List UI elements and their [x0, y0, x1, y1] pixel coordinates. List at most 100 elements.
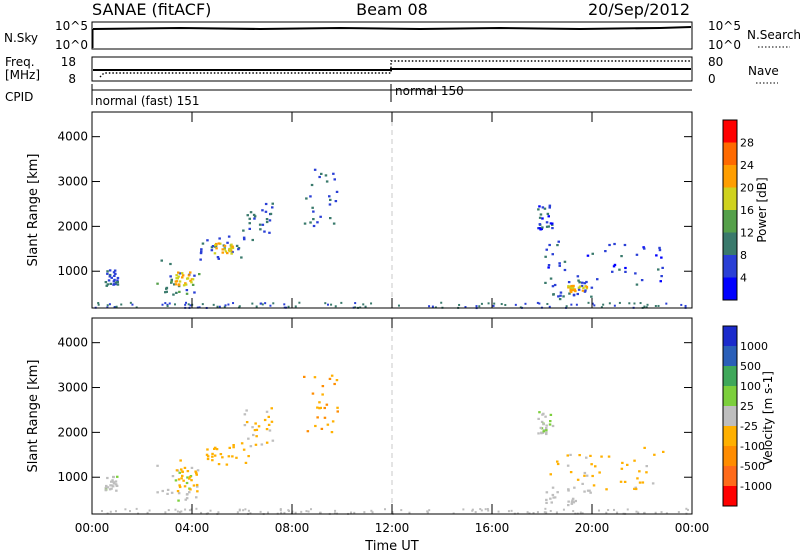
echo-cell	[550, 501, 553, 504]
scatter-cell	[294, 511, 297, 514]
echo-cell	[611, 270, 614, 273]
velocity-y-ticks: 1000 2000 3000 4000	[57, 336, 692, 484]
noise-panel-frame	[91, 21, 693, 50]
echo-cell	[638, 481, 642, 484]
echo-cell	[658, 249, 662, 252]
colorbar-tick-label: 20	[740, 182, 754, 195]
echo-cell	[229, 247, 233, 250]
echo-cell	[585, 285, 589, 288]
echo-cell	[231, 246, 235, 250]
echo-cell	[329, 198, 332, 201]
scatter-cell	[174, 508, 177, 511]
colorbar-tick-label: 25	[740, 400, 754, 413]
echo-cell	[557, 295, 560, 298]
scatter-cell	[354, 302, 357, 305]
echo-cell	[634, 486, 637, 489]
echo-cell	[643, 446, 646, 449]
echo-cell	[176, 490, 180, 493]
echo-cell	[549, 420, 552, 423]
echo-cell	[607, 455, 611, 458]
echo-cell	[107, 279, 111, 282]
echo-cell	[569, 288, 573, 291]
echo-cell	[108, 488, 112, 491]
echo-cell	[188, 476, 192, 479]
echo-cell	[253, 215, 257, 218]
scatter-cell	[161, 303, 164, 306]
echo-cell	[161, 489, 164, 493]
echo-cell	[214, 244, 217, 247]
scatter-cell	[236, 511, 239, 514]
echo-cell	[585, 287, 589, 290]
colorbar-segment	[723, 446, 737, 466]
echo-cell	[194, 470, 197, 473]
echo-cell	[563, 268, 567, 272]
echo-cell	[201, 242, 205, 245]
echo-cell	[570, 284, 573, 288]
echo-cell	[228, 250, 232, 253]
echo-cell	[551, 285, 555, 288]
echo-cell	[268, 219, 272, 222]
scatter-cell	[497, 510, 500, 513]
scatter-cell	[600, 306, 603, 309]
echo-cell	[261, 209, 264, 212]
echo-cell	[567, 488, 570, 491]
echo-cell	[316, 406, 319, 409]
echo-cell	[332, 172, 335, 175]
echo-cell	[640, 279, 644, 282]
echo-cell	[578, 454, 581, 457]
echo-cell	[192, 484, 196, 487]
echo-cell	[184, 282, 187, 285]
echo-cell	[185, 481, 189, 485]
echo-cell	[195, 496, 198, 499]
echo-cell	[169, 262, 172, 266]
echo-cell	[112, 283, 115, 286]
echo-cell	[265, 220, 269, 224]
echo-cell	[177, 492, 181, 495]
colorbar-tick-label: -100	[740, 440, 765, 453]
scatter-cell	[106, 306, 109, 309]
scatter-cell	[129, 301, 132, 304]
echo-cell	[206, 455, 210, 458]
scatter-cell	[164, 511, 167, 514]
echo-cell	[547, 215, 550, 218]
echo-cell	[237, 248, 240, 251]
echo-cell	[255, 428, 259, 431]
echo-cell	[556, 462, 560, 466]
echo-cell	[271, 439, 275, 442]
scatter-cell	[426, 511, 429, 514]
scatter-cell	[176, 510, 179, 513]
echo-cell	[253, 217, 256, 220]
x-tick-label: 20:00	[575, 521, 610, 535]
echo-cell	[105, 284, 108, 287]
echo-cell	[556, 491, 559, 494]
scatter-cell	[173, 303, 176, 306]
cpid-panel: CPID normal (fast) 151 normal 150	[5, 84, 692, 108]
echo-cell	[545, 248, 548, 251]
scatter-cell	[354, 306, 357, 309]
echo-cell	[605, 488, 608, 491]
scatter-cell	[487, 302, 490, 305]
echo-cell	[156, 491, 159, 494]
echo-cell	[545, 221, 549, 224]
echo-cell	[215, 247, 218, 250]
echo-cell	[248, 217, 251, 220]
echo-cell	[548, 243, 551, 247]
echo-cell	[264, 202, 268, 206]
nave-trace	[99, 60, 691, 78]
echo-cell	[583, 282, 587, 285]
echo-cell	[213, 447, 216, 450]
echo-cell	[309, 221, 312, 224]
freq-panel-frame	[91, 56, 693, 82]
echo-cell	[633, 459, 636, 462]
freq-label: Freq.	[5, 55, 35, 69]
scatter-cell	[168, 302, 171, 305]
scatter-cell	[474, 511, 477, 514]
echo-cell	[329, 217, 332, 220]
echo-cell	[581, 482, 584, 485]
scatter-cell	[626, 508, 629, 511]
nave-tick-low: 0	[708, 72, 716, 86]
echo-cell	[543, 207, 547, 210]
scatter-cell	[251, 302, 254, 305]
scatter-cell	[371, 511, 374, 514]
scatter-cell	[305, 510, 308, 513]
